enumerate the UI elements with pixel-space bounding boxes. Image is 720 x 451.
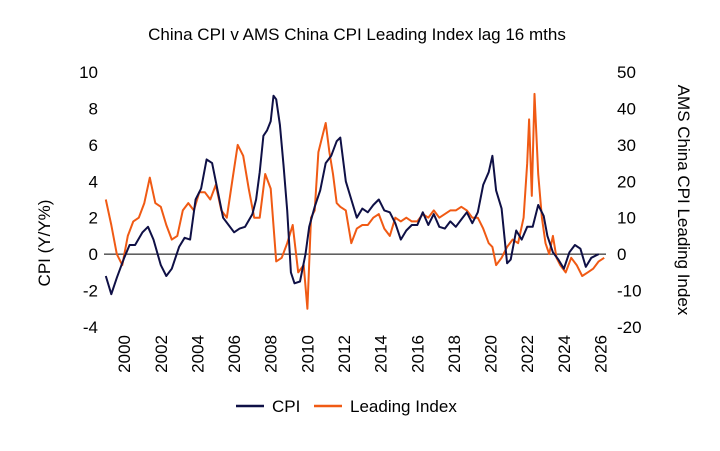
- chart-title: China CPI v AMS China CPI Leading Index …: [148, 25, 566, 44]
- x-tick-label: 2000: [115, 335, 134, 373]
- left-tick-label: -4: [83, 318, 98, 337]
- left-axis-label: CPI (Y/Y%): [35, 200, 54, 287]
- right-tick-label: 0: [617, 245, 626, 264]
- x-tick-label: 2002: [152, 335, 171, 373]
- x-tick-label: 2018: [445, 335, 464, 373]
- x-axis-ticks: 2000 2002 2004 2006 2008 2010 2012 2014 2016 2018…: [115, 335, 610, 373]
- x-tick-label: 2014: [372, 335, 391, 373]
- series-lines: [104, 92, 605, 310]
- left-tick-label: 8: [89, 99, 98, 118]
- right-tick-label: -20: [617, 318, 642, 337]
- cpi-series-line: [104, 94, 600, 296]
- left-tick-label: 2: [89, 209, 98, 228]
- right-tick-label: 40: [617, 99, 636, 118]
- right-tick-label: 30: [617, 136, 636, 155]
- right-axis-label: AMS China CPI Leading Index: [674, 85, 693, 316]
- right-tick-label: 10: [617, 209, 636, 228]
- left-tick-label: -2: [83, 282, 98, 301]
- legend-leading-label: Leading Index: [350, 397, 457, 416]
- left-axis-ticks: -4 -2 0 2 4 6 8 10: [79, 63, 98, 337]
- right-tick-label: 20: [617, 172, 636, 191]
- x-tick-label: 2020: [482, 335, 501, 373]
- x-tick-label: 2024: [555, 335, 574, 373]
- left-tick-label: 6: [89, 136, 98, 155]
- legend-cpi-label: CPI: [272, 397, 300, 416]
- left-tick-label: 0: [89, 245, 98, 264]
- x-tick-label: 2012: [335, 335, 354, 373]
- x-tick-label: 2022: [518, 335, 537, 373]
- right-axis-ticks: -20 -10 0 10 20 30 40 50: [617, 63, 642, 337]
- x-tick-label: 2016: [408, 335, 427, 373]
- right-tick-label: -10: [617, 282, 642, 301]
- right-tick-label: 50: [617, 63, 636, 82]
- leading-index-series-line: [104, 92, 605, 310]
- x-tick-label: 2004: [188, 335, 207, 373]
- left-tick-label: 4: [89, 172, 98, 191]
- x-tick-label: 2006: [225, 335, 244, 373]
- legend: CPI Leading Index: [236, 397, 457, 416]
- x-tick-label: 2026: [592, 335, 611, 373]
- x-tick-label: 2008: [262, 335, 281, 373]
- left-tick-label: 10: [79, 63, 98, 82]
- x-tick-label: 2010: [298, 335, 317, 373]
